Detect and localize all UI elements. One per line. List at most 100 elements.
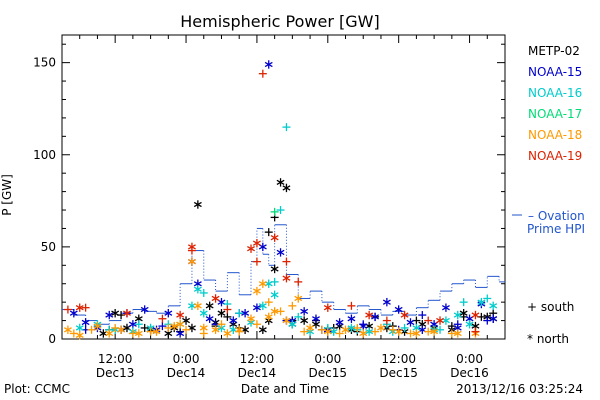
north-point-arm <box>412 325 421 331</box>
south-point <box>300 327 309 336</box>
north-point-arm <box>394 328 403 335</box>
north-point-arm <box>276 249 285 256</box>
north-point <box>453 310 462 320</box>
north-point <box>282 183 291 193</box>
north-point-arm <box>211 327 220 333</box>
ovation-legend-label-1: – Ovation <box>528 209 585 223</box>
north-point-arm <box>430 321 439 327</box>
north-point-arm <box>223 330 232 337</box>
north-point-arm <box>365 312 374 318</box>
north-point-arm <box>93 323 102 329</box>
chart-title: Hemispheric Power [GW] <box>180 12 379 31</box>
legend-entry: NOAA-19 <box>528 149 582 163</box>
north-point <box>323 303 332 312</box>
north-point-arm <box>282 317 291 324</box>
north-point-arm <box>300 317 309 324</box>
x-axis-title: Date and Time <box>241 382 329 396</box>
north-point <box>300 316 309 325</box>
north-point <box>140 305 149 314</box>
north-point <box>75 303 84 312</box>
north-point <box>489 301 498 311</box>
north-point <box>489 314 498 323</box>
north-point <box>111 309 120 318</box>
north-point-arm <box>193 281 202 287</box>
north-point <box>164 309 173 318</box>
south-point <box>335 329 344 338</box>
south-point <box>400 323 409 332</box>
south-point <box>447 329 456 338</box>
north-point-arm <box>176 330 185 337</box>
north-point <box>436 316 444 325</box>
north-point <box>359 321 368 331</box>
north-point-arm <box>270 308 279 315</box>
south-point <box>483 294 492 303</box>
north-point-arm <box>477 299 486 305</box>
north-point-arm <box>323 305 332 311</box>
north-point-arm <box>400 312 409 318</box>
north-point <box>199 309 208 318</box>
north-point <box>406 318 415 327</box>
north-point-arm <box>406 319 415 326</box>
y-tick-label: 0 <box>48 332 56 346</box>
legend: METP-02 NOAA-15 NOAA-16 NOAA-17 NOAA-18 NOAA-… <box>512 44 585 346</box>
north-point <box>176 320 185 329</box>
north-point <box>217 297 226 307</box>
north-point <box>187 301 196 311</box>
south-point <box>158 314 167 323</box>
north-point <box>365 310 374 320</box>
north-point <box>258 242 267 252</box>
south-point <box>276 206 285 215</box>
north-point-arm <box>294 295 303 302</box>
x-tick-label-time: 12:00 <box>98 352 133 366</box>
x-tick-label-time: 0:00 <box>173 352 200 366</box>
north-point-arm <box>193 303 202 309</box>
legend-entry: NOAA-16 <box>528 86 582 100</box>
north-point-arm <box>282 275 291 281</box>
south-point <box>146 327 155 336</box>
north-point-arm <box>264 61 273 68</box>
north-point-arm <box>152 328 161 335</box>
south-point <box>264 298 273 307</box>
north-point-arm <box>247 316 255 322</box>
north-point-arm <box>341 327 350 333</box>
north-point-arm <box>247 246 255 252</box>
north-point <box>471 310 480 320</box>
north-point-arm <box>436 317 444 324</box>
south-point <box>424 327 433 336</box>
north-point-arm <box>187 325 196 331</box>
north-point <box>123 309 131 318</box>
north-point <box>376 323 385 333</box>
north-point-arm <box>270 292 279 298</box>
north-point-arm <box>312 316 320 322</box>
north-point-arm <box>258 327 267 333</box>
south-point <box>223 305 232 314</box>
south-point <box>199 288 208 297</box>
north-point <box>300 307 309 316</box>
south-point <box>258 69 267 78</box>
north-point <box>394 305 403 314</box>
north-point <box>229 325 238 334</box>
north-point <box>412 329 421 338</box>
north-point <box>182 316 191 325</box>
north-point-arm <box>252 240 261 246</box>
north-point <box>247 314 255 323</box>
north-point <box>441 303 450 312</box>
north-point-arm <box>365 328 374 335</box>
y-axis-title: P [GW] <box>0 174 14 216</box>
north-point <box>247 244 255 253</box>
north-point <box>270 264 279 274</box>
north-point-arm <box>217 310 226 316</box>
north-point <box>323 327 332 336</box>
south-point <box>382 316 391 325</box>
south-point <box>264 228 273 237</box>
north-point-arm <box>258 281 267 287</box>
x-tick-label-date: Dec14 <box>167 366 206 380</box>
south-point <box>158 322 167 331</box>
south-point <box>87 325 96 334</box>
north-point-arm <box>75 332 84 338</box>
north-point <box>347 314 356 323</box>
north-point <box>105 329 114 338</box>
north-point-arm <box>176 312 185 318</box>
north-point-arm <box>347 316 356 322</box>
